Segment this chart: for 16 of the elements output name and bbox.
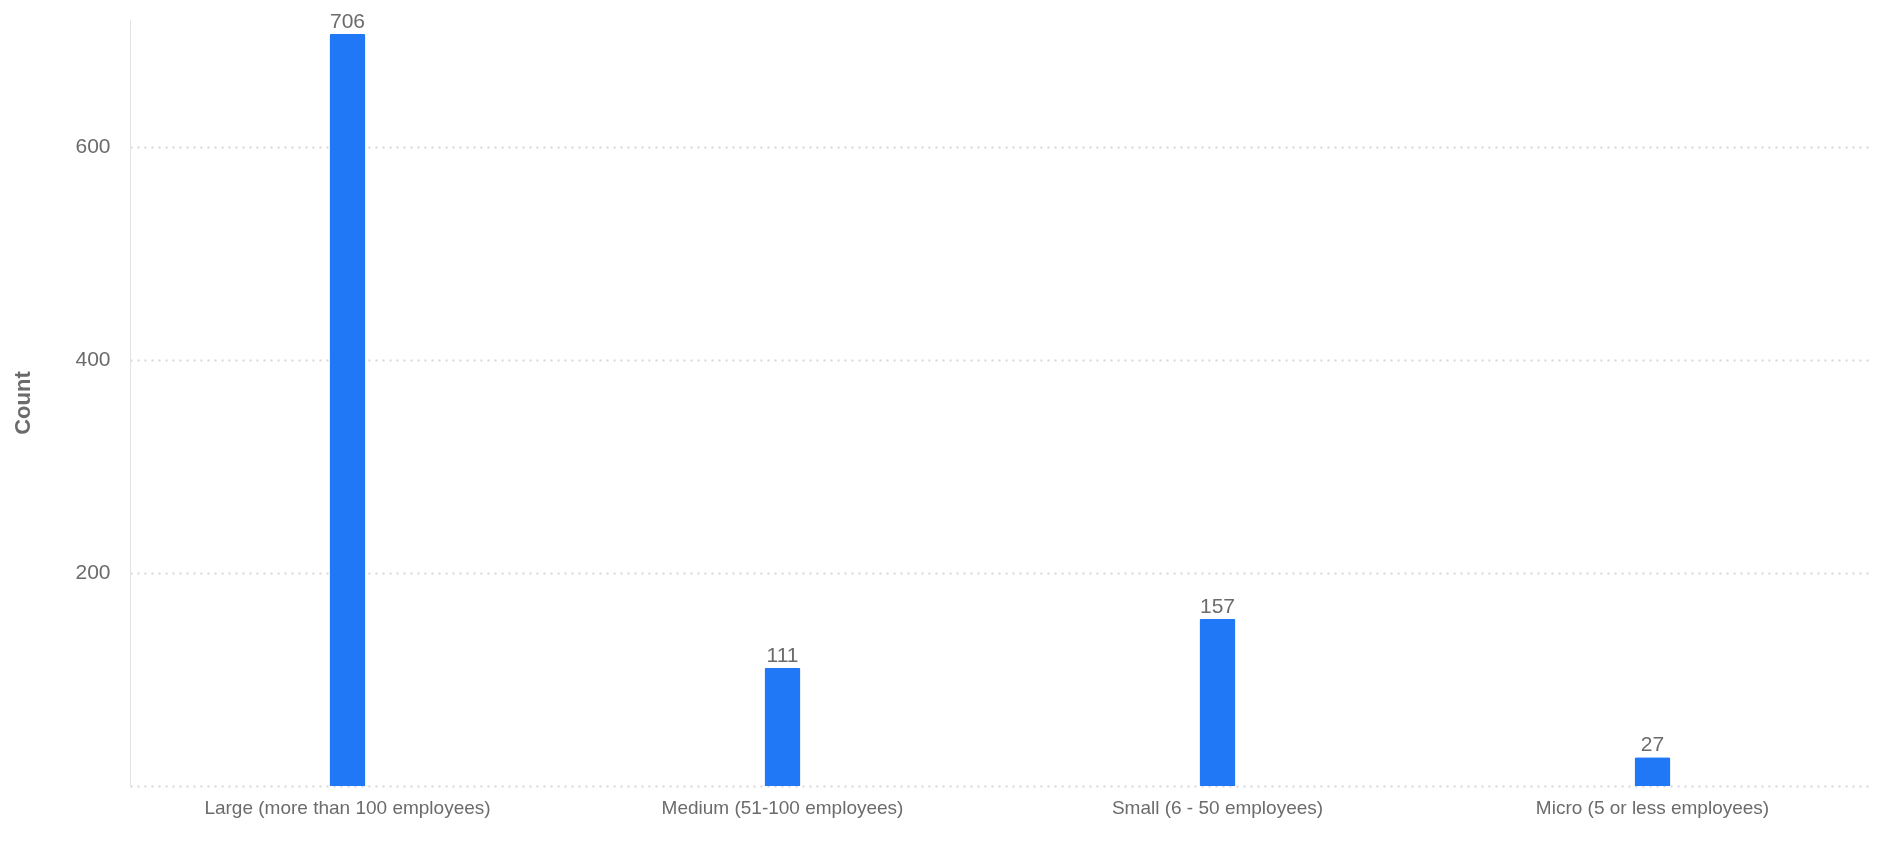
y-axis-title: Count xyxy=(10,370,36,435)
x-tick-label: Large (more than 100 employees) xyxy=(204,796,491,818)
bar xyxy=(329,33,366,786)
bar xyxy=(1634,757,1671,786)
bar xyxy=(764,667,801,786)
data-label: 27 xyxy=(1640,732,1665,756)
bar xyxy=(1199,618,1236,786)
data-label: 111 xyxy=(766,642,799,666)
y-tick-label: 200 xyxy=(75,560,111,584)
y-tick-label: 600 xyxy=(75,134,111,158)
y-tick-label: 400 xyxy=(75,347,111,371)
data-label: 157 xyxy=(1199,593,1236,617)
data-label: 706 xyxy=(329,8,366,32)
x-tick-label: Small (6 - 50 employees) xyxy=(1111,796,1324,818)
x-tick-label: Medium (51-100 employees) xyxy=(661,796,904,818)
x-tick-label: Micro (5 or less employees) xyxy=(1535,796,1770,818)
